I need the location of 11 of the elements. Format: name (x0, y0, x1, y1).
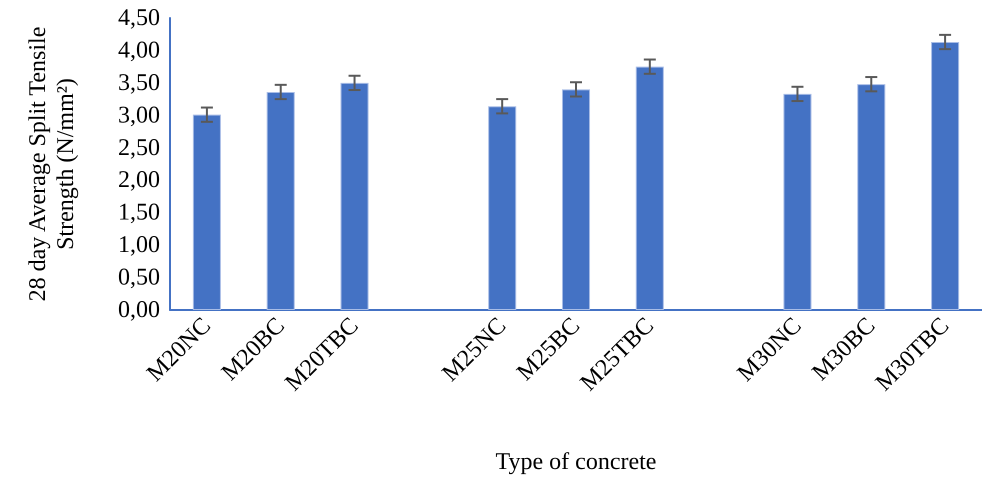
y-tick-label: 1,50 (118, 200, 160, 226)
y-tick-label: 0,50 (118, 264, 160, 291)
y-tick-label: 3,00 (118, 102, 160, 128)
y-tick-label: 1,00 (118, 232, 160, 258)
y-tick-label: 4,50 (118, 5, 160, 31)
y-tick-label: 2,00 (118, 167, 160, 194)
y-tick-label: 2,50 (118, 134, 160, 161)
x-axis-title: Type of concrete (496, 449, 656, 475)
y-tick-label: 3,50 (118, 70, 160, 96)
y-tick-label: 4,00 (118, 37, 160, 64)
y-axis-title: 28 day Average Split Tensile Strength (N/mm²) (25, 26, 79, 302)
